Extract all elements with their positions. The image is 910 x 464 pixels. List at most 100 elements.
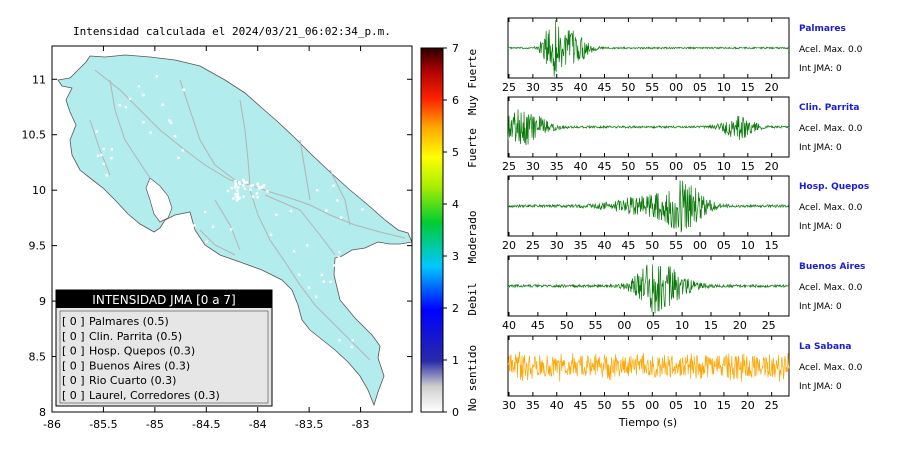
trace-tick-label: 30 <box>550 239 564 252</box>
trace-tick-label: 25 <box>526 239 540 252</box>
trace-tick-label: 10 <box>717 81 731 94</box>
trace-tick-label: 10 <box>693 399 707 412</box>
station-dot <box>315 189 319 192</box>
station-dot <box>314 295 318 298</box>
station-acel-max: Acel. Max. 0.0 <box>799 203 863 213</box>
station-dot <box>262 184 266 187</box>
station-dot <box>338 250 341 254</box>
legend-item-label: Rio Cuarto (0.3) <box>89 374 176 387</box>
station-dot <box>102 162 105 166</box>
station-dot <box>95 130 98 133</box>
station-dot <box>230 186 233 190</box>
colorbar-tick-label: 5 <box>452 146 459 159</box>
station-markers <box>95 75 377 349</box>
map-x-tick-label: -86 <box>43 418 61 431</box>
trace-tick-label: 40 <box>574 160 588 173</box>
station-dot <box>169 121 173 125</box>
trace-tick-label: 35 <box>526 399 540 412</box>
station-dot <box>256 196 259 199</box>
trace-tick-label: 10 <box>717 160 731 173</box>
waveform-line <box>507 180 790 233</box>
map-y-tick-label: 9.5 <box>29 240 47 253</box>
road <box>299 139 311 201</box>
station-dot <box>249 188 252 191</box>
station-dot <box>142 120 145 124</box>
station-dot <box>237 186 240 189</box>
trace-tick-label: 05 <box>693 81 707 94</box>
trace-tick-label: 50 <box>645 239 659 252</box>
station-int-jma: Int JMA: 0 <box>799 382 842 392</box>
station-dot <box>322 280 326 283</box>
station-dot <box>168 119 171 122</box>
trace-tick-label: 35 <box>550 160 564 173</box>
trace-tick-label: 00 <box>645 399 659 412</box>
station-dot <box>149 131 152 134</box>
trace-tick-label: 05 <box>646 319 660 332</box>
station-dot <box>242 184 245 187</box>
trace-tick-label: 35 <box>574 239 588 252</box>
station-dot <box>351 300 354 304</box>
station-dot <box>255 192 259 195</box>
trace-tick-label: 20 <box>765 81 779 94</box>
station-dot <box>235 193 238 197</box>
station-dot <box>226 189 230 193</box>
trace-tick-label: 50 <box>560 319 574 332</box>
trace-tick-label: 15 <box>717 399 731 412</box>
trace-tick-label: 25 <box>765 399 779 412</box>
station-dot <box>238 181 241 184</box>
trace-tick-label: 55 <box>645 160 659 173</box>
station-dot <box>361 307 365 310</box>
station-dot <box>182 88 186 91</box>
trace-tick-label: 30 <box>526 81 540 94</box>
colorbar-gradient <box>420 47 444 413</box>
colorbar-label-moderado: Moderado <box>466 211 479 264</box>
trace-tick-label: 35 <box>550 81 564 94</box>
station-dot <box>100 153 103 157</box>
station-int-jma: Int JMA: 0 <box>799 64 842 74</box>
station-dot <box>177 156 180 160</box>
station-dot <box>242 181 246 184</box>
station-dot <box>251 184 255 187</box>
station-dot <box>203 210 207 214</box>
colorbar-label-muy-fuerte: Muy Fuerte <box>466 49 479 115</box>
legend-item-label: Palmares (0.5) <box>89 315 169 328</box>
station-dot <box>205 240 208 244</box>
station-dot <box>249 184 252 188</box>
trace-tick-label: 25 <box>762 319 776 332</box>
trace-tick-label: 45 <box>598 160 612 173</box>
road <box>89 119 111 176</box>
station-dot <box>275 213 278 217</box>
legend-item-label: Clin. Parrita (0.5) <box>89 330 182 343</box>
station-dot <box>181 216 184 219</box>
station-acel-max: Acel. Max. 0.0 <box>799 283 863 293</box>
trace-tick-label: 40 <box>502 319 516 332</box>
station-dot <box>361 208 364 211</box>
station-dot <box>320 273 324 277</box>
legend-header-bg <box>56 290 272 308</box>
station-dot <box>96 154 100 158</box>
station-dot <box>142 93 145 97</box>
station-int-jma: Int JMA: 0 <box>799 302 842 312</box>
waveform-line <box>507 351 790 382</box>
station-dot <box>187 231 190 234</box>
colorbar-tick-label: 1 <box>452 354 459 367</box>
map-x-tick-label: -85 <box>146 418 164 431</box>
trace-tick-label: 45 <box>574 399 588 412</box>
trace-panel-la-sabana: 30 35 40 45 50 55 00 05 10 15 20 25 La Sabana Acel. M… <box>502 335 863 412</box>
time-axis-label: Tiempo (s) <box>618 416 677 429</box>
trace-tick-label: 00 <box>669 160 683 173</box>
station-dot <box>238 196 241 200</box>
colorbar-tick-label: 0 <box>452 406 459 419</box>
waveform-panels: 25 30 35 40 45 50 55 00 05 10 15 20 Palmares Acel. Ma… <box>502 17 869 412</box>
intensity-legend: INTENSIDAD JMA [0 a 7] [ 0 ] Palmares (0.… <box>55 289 273 407</box>
station-dot <box>257 185 260 188</box>
map-x-tick-label: -84.5 <box>192 418 220 431</box>
station-dot <box>137 85 141 88</box>
station-dot <box>346 182 350 186</box>
trace-tick-label: 05 <box>669 399 683 412</box>
station-dot <box>347 300 350 304</box>
station-name: Hosp. Quepos <box>799 182 869 192</box>
station-dot <box>357 191 361 194</box>
